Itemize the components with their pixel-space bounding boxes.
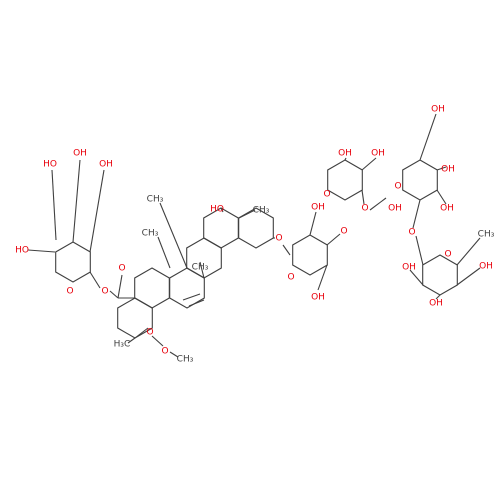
bond (169, 351, 179, 358)
atom-label: OH (402, 263, 416, 273)
atom-label: O (66, 287, 73, 297)
bond (409, 269, 424, 286)
bond (412, 199, 421, 229)
atom-label: H₃C (114, 340, 131, 350)
bond (436, 189, 447, 205)
bond (238, 209, 256, 219)
atom-label: O (118, 264, 125, 274)
bond (127, 337, 136, 344)
atom-labels: HO OH OH HO O O O CH₃ CH₃ H₃C O O CH₃ HO… (15, 105, 495, 365)
bond (199, 261, 205, 279)
atom-label: CH₃ (177, 355, 194, 365)
bond (292, 234, 328, 276)
bond (456, 267, 481, 286)
atom-label: OH (73, 149, 87, 159)
atom-label: O (101, 287, 108, 297)
bond (317, 264, 328, 291)
atom-label: HO (43, 160, 57, 170)
bond (51, 169, 57, 241)
atom-label: OH (338, 149, 352, 159)
atom-label: CH₃ (147, 195, 164, 205)
atom-label: O (444, 250, 451, 260)
bond (344, 157, 347, 161)
bond (109, 290, 119, 299)
bond (159, 202, 188, 269)
bond (238, 207, 274, 249)
atom-label: OH (99, 160, 113, 170)
bond (220, 207, 224, 213)
bond (326, 233, 341, 246)
atom-label: HO (210, 205, 224, 215)
atom-label: CH₃ (192, 263, 209, 273)
atom-label: OH (431, 105, 445, 115)
atom-label: OH (440, 204, 454, 214)
atom-label: O (287, 273, 294, 283)
bond (89, 271, 101, 289)
atom-label: CH₃ (253, 206, 270, 216)
bond (415, 235, 424, 266)
atom-label: CH₃ (142, 229, 159, 239)
bond (361, 157, 377, 171)
bond (134, 327, 149, 339)
bond (436, 166, 447, 171)
bond (361, 189, 365, 205)
bond (435, 294, 441, 300)
atom-label: O (394, 182, 401, 192)
bond (419, 113, 437, 161)
bond (327, 159, 363, 201)
bond (151, 335, 164, 347)
atom-label: OH (311, 293, 325, 303)
atom-label: O (275, 234, 282, 244)
bond (282, 244, 291, 256)
atom-label: O (323, 190, 330, 200)
atom-label: OH (371, 149, 385, 159)
bond (402, 159, 438, 201)
atom-label: OH (388, 204, 402, 214)
bond (117, 274, 123, 299)
bond (89, 169, 105, 253)
bond (422, 254, 458, 296)
bond (27, 249, 56, 253)
atom-label: OH (441, 165, 455, 175)
bond (182, 293, 205, 307)
atom-label: O (361, 204, 368, 214)
bond (55, 241, 91, 283)
bond (456, 237, 481, 266)
atom-label: OH (429, 299, 443, 309)
atom-label: O (146, 328, 153, 338)
atom-label: CH₃ (478, 230, 495, 240)
atom-label: O (161, 347, 168, 357)
atom-label: OH (311, 203, 325, 213)
bond (157, 236, 171, 269)
bond (369, 197, 387, 211)
atom-label: O (408, 228, 415, 238)
bond (309, 211, 317, 236)
atom-label: O (340, 227, 347, 237)
atom-label: OH (479, 262, 493, 272)
bonds (27, 113, 481, 358)
bond (72, 159, 81, 243)
bond (134, 267, 170, 309)
atom-label: HO (15, 246, 29, 256)
